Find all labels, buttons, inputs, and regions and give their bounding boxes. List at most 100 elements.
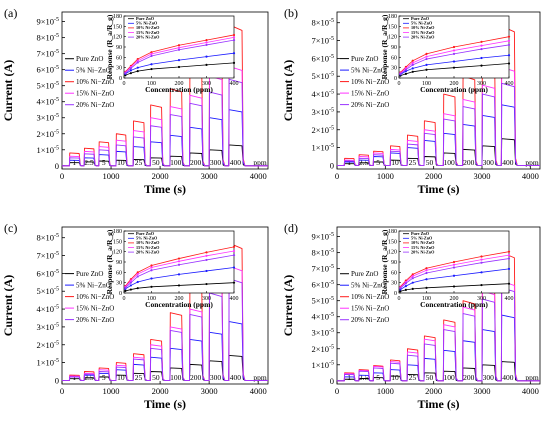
inset-x-tick-label: 300 (477, 296, 486, 302)
legend-entry: 15% Ni−ZnO (351, 90, 389, 98)
x-tick-label: 4000 (522, 171, 539, 181)
inset-point (507, 254, 511, 257)
inset-point (404, 72, 407, 75)
inset-point (411, 59, 414, 62)
x-axis-label: Time (s) (417, 397, 459, 411)
tick-mantissa: 3×10 (36, 322, 54, 332)
inset-point (177, 263, 181, 266)
y-tick-label: 0 (55, 161, 59, 171)
inset-x-tick-label: 400 (505, 81, 514, 87)
y-axis-label: Current (A) (1, 275, 15, 336)
tick-exponent: -5 (54, 81, 59, 87)
tick-exponent: -5 (54, 358, 59, 364)
tick-mantissa: 6×10 (36, 268, 54, 278)
inset-legend-entry: 20% Ni-ZnO (411, 249, 435, 254)
inset-point (425, 269, 428, 272)
inset-point (480, 271, 483, 274)
y-tick-label: 4×10-5 (311, 312, 334, 322)
inset-point (425, 267, 428, 270)
inset-legend-entry: 5% Ni-ZnO (136, 236, 158, 241)
tick-mantissa: 5×10 (36, 286, 54, 296)
y-tick-label: 5×10-5 (36, 286, 59, 296)
panel-a: (a)01×10-52×10-53×10-54×10-55×10-56×10-5… (1, 6, 269, 196)
y-tick-label: 6×10-5 (311, 280, 334, 290)
y-tick-label: 9×10-5 (311, 232, 334, 242)
panel-label: (b) (284, 6, 298, 20)
inset-point (177, 260, 181, 263)
concentration-label: 1 (347, 373, 351, 382)
legend-entry: Pure ZnO (351, 270, 378, 278)
concentration-label: 2.5 (359, 373, 369, 382)
plot-frame (336, 226, 541, 385)
legend-entry: 10% Ni−ZnO (351, 293, 389, 301)
tick-mantissa: 4×10 (36, 97, 54, 107)
tick-exponent: -5 (329, 344, 334, 350)
tick-exponent: -5 (329, 264, 334, 270)
concentration-label: 25 (135, 158, 143, 167)
tick-mantissa: 2×10 (311, 344, 329, 354)
inset-point (480, 255, 483, 258)
tick-exponent: -5 (54, 33, 59, 39)
ppm-label: ppm (525, 373, 539, 382)
concentration-label: 25 (409, 373, 417, 382)
x-tick-label: 1000 (377, 171, 394, 181)
concentration-label: 50 (152, 373, 160, 382)
x-tick-label: 4000 (250, 171, 267, 181)
inset-point (205, 251, 208, 254)
inset-point (136, 66, 139, 69)
inset-point (411, 281, 414, 284)
inset-y-tick-label: 150 (388, 239, 397, 245)
tick-exponent: -5 (54, 65, 59, 71)
inset-point (399, 290, 402, 293)
inset-point (404, 68, 407, 71)
legend-entry: 20% Ni−ZnO (76, 316, 114, 324)
y-tick-label: 3×10-5 (36, 113, 59, 123)
ppm-label: ppm (525, 158, 539, 167)
inset-point (507, 39, 511, 42)
legend-entry: Pure ZnO (76, 55, 103, 63)
x-tick-label: 4000 (250, 386, 267, 396)
inset-point (452, 49, 456, 52)
inset-x-tick-label: 200 (175, 296, 184, 302)
concentration-label: 300 (483, 373, 495, 382)
legend-entry: 5% Ni−ZnO (76, 282, 111, 290)
inset-point (136, 271, 139, 274)
inset-point (232, 266, 236, 269)
y-tick-label: 4×10-5 (36, 97, 59, 107)
x-tick-label: 3000 (201, 386, 218, 396)
inset-point (452, 52, 456, 55)
inset-y-tick-label: 180 (388, 229, 397, 235)
inset-legend-entry: Pure ZnO (411, 16, 430, 21)
inset-y-tick-label: 120 (113, 35, 122, 41)
tick-mantissa: 3×10 (36, 113, 54, 123)
y-axis-label: Current (A) (281, 60, 295, 121)
inset-legend-entry: 10% Ni-ZnO (136, 25, 160, 30)
tick-mantissa: 1×10 (311, 360, 329, 370)
inset-point (399, 72, 402, 75)
tick-exponent: -5 (54, 129, 59, 135)
concentration-label: 300 (483, 158, 495, 167)
inset-point (404, 288, 407, 291)
inset-point (425, 52, 428, 55)
series-line (62, 78, 268, 167)
tick-exponent: -5 (329, 90, 334, 96)
concentration-label: 2.5 (84, 158, 94, 167)
tick-mantissa: 6×10 (311, 53, 329, 63)
tick-exponent: -5 (329, 248, 334, 254)
tick-exponent: -5 (54, 49, 59, 55)
concentration-label: 10 (391, 373, 399, 382)
inset-y-tick-label: 180 (113, 14, 122, 20)
y-tick-label: 3×10-5 (311, 328, 334, 338)
panel-label: (a) (4, 6, 17, 20)
inset-point (150, 266, 153, 269)
x-tick-label: 3000 (474, 171, 491, 181)
inset-point (232, 39, 236, 42)
inset-x-tick-label: 100 (147, 81, 156, 87)
inset-point (205, 254, 208, 257)
concentration-label: 200 (463, 158, 475, 167)
tick-exponent: -5 (54, 233, 59, 239)
inset-point (480, 283, 483, 287)
inset-point (177, 44, 181, 47)
inset-legend-entry: 20% Ni-ZnO (136, 34, 160, 39)
